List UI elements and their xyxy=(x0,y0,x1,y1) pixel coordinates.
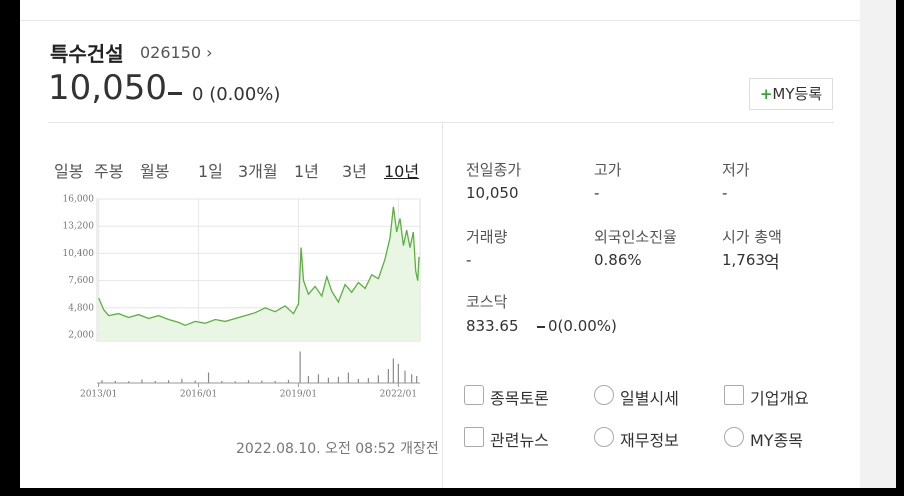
info-label: 저가 xyxy=(722,161,750,179)
volume-bar xyxy=(247,380,250,383)
link-icon xyxy=(724,427,744,447)
volume-bar xyxy=(194,380,196,383)
divider xyxy=(48,122,834,123)
volume-bar xyxy=(337,376,340,383)
info-value: 10,050 xyxy=(466,184,519,202)
index-change-value: 0 xyxy=(548,317,558,335)
volume-bar xyxy=(392,358,394,383)
info-label: 고가 xyxy=(594,161,622,179)
volume-bar xyxy=(357,378,359,383)
volume-bar xyxy=(287,379,290,383)
my-button[interactable]: +MY등록 xyxy=(749,78,833,110)
volume-bar xyxy=(274,380,276,383)
volume-bar xyxy=(347,372,350,383)
divider xyxy=(442,122,443,488)
index-change-pct: (0.00%) xyxy=(557,317,617,335)
index-name: 코스닥 xyxy=(466,293,508,311)
x-tick-label: 2013/01 xyxy=(80,390,117,400)
tab[interactable]: 주봉 xyxy=(94,162,124,181)
code: 026150 xyxy=(140,43,202,62)
link[interactable]: MY종목 xyxy=(750,431,804,450)
link[interactable]: 종목토론 xyxy=(490,389,549,408)
tab[interactable]: 3개월 xyxy=(238,162,278,181)
volume-bar xyxy=(114,380,116,383)
volume-bar xyxy=(221,380,223,383)
tab[interactable]: 1년 xyxy=(294,162,319,181)
volume-bar xyxy=(411,374,413,383)
y-tick-label: 4,800 xyxy=(68,303,94,313)
y-tick-label: 16,000 xyxy=(63,195,95,205)
change-pct: (0.00%) xyxy=(209,84,281,105)
volume-bar xyxy=(141,379,143,383)
info-unit: 억 xyxy=(764,253,780,273)
volume-bar xyxy=(207,372,210,383)
volume-bar xyxy=(128,381,130,383)
index-change: 0(0.00%) xyxy=(548,317,617,335)
change-value: 0 xyxy=(192,84,204,105)
scrollbar-area xyxy=(860,0,896,488)
volume-bar xyxy=(167,380,170,383)
volume-bar xyxy=(377,375,379,383)
info-value: - xyxy=(722,184,728,202)
volume-bar xyxy=(416,376,418,383)
tab[interactable]: 3년 xyxy=(342,162,367,181)
link[interactable]: 기업개요 xyxy=(750,389,809,408)
volume-bar xyxy=(397,363,399,383)
stock-name[interactable]: 특수건설 xyxy=(50,42,124,66)
volume-bar xyxy=(404,370,406,383)
info-label: 전일종가 xyxy=(466,161,522,179)
info-label: 거래량 xyxy=(466,228,508,246)
volume-bar xyxy=(317,374,320,383)
link-icon xyxy=(464,385,484,405)
stock-panel: 특수건설 026150 › 10,050 0 (0.00%) +MY등록 일봉 주… xyxy=(20,0,860,488)
tab[interactable]: 10년 xyxy=(384,162,420,181)
y-tick-label: 13,200 xyxy=(63,222,95,232)
y-tick-label: 10,400 xyxy=(63,249,95,259)
volume-bar xyxy=(234,381,236,383)
tab[interactable]: 일봉 xyxy=(54,162,84,181)
info-label: 외국인소진율 xyxy=(594,228,677,246)
link-icon xyxy=(464,427,484,447)
change: 0 (0.00%) xyxy=(192,84,280,105)
tab[interactable]: 1일 xyxy=(198,162,223,181)
link[interactable]: 일별시세 xyxy=(620,389,679,408)
link[interactable]: 관련뉴스 xyxy=(490,431,549,450)
flat-icon xyxy=(168,92,182,95)
timestamp: 2022.08.10. 오전 08:52 개장전 xyxy=(236,441,439,457)
link-icon xyxy=(594,427,614,447)
x-tick-label: 2016/01 xyxy=(180,390,217,400)
x-tick-label: 2019/01 xyxy=(280,390,317,400)
my-button-label: MY등록 xyxy=(772,85,823,103)
flat-icon xyxy=(537,326,545,328)
area xyxy=(98,206,420,341)
info-value: 1,763 xyxy=(722,251,765,269)
link-icon xyxy=(594,385,614,405)
volume-bar xyxy=(181,378,183,383)
volume-bar xyxy=(154,380,156,383)
price: 10,050 xyxy=(48,68,167,108)
x-tick-label: 2022/01 xyxy=(380,390,417,400)
price-line xyxy=(98,206,420,327)
info-value: - xyxy=(594,184,600,202)
tab[interactable]: 월봉 xyxy=(140,162,170,181)
index-value: 833.65 xyxy=(466,317,519,335)
link[interactable]: 재무정보 xyxy=(620,431,679,450)
info-value: 0.86% xyxy=(594,251,642,269)
y-tick-label: 2,000 xyxy=(68,331,94,341)
volume-bar xyxy=(367,378,369,383)
y-tick-label: 7,600 xyxy=(68,276,94,286)
volume-bar xyxy=(261,380,263,383)
info-value: - xyxy=(466,251,472,269)
stock-code[interactable]: 026150 › xyxy=(140,43,213,62)
volume-bar xyxy=(327,377,330,383)
info-label: 시가 총액 xyxy=(722,228,782,246)
link-icon xyxy=(724,385,744,405)
volume-bar xyxy=(387,369,389,383)
volume-bar xyxy=(101,380,103,383)
volume-bar xyxy=(299,351,301,383)
divider xyxy=(20,20,860,21)
volume-bar xyxy=(307,376,310,383)
